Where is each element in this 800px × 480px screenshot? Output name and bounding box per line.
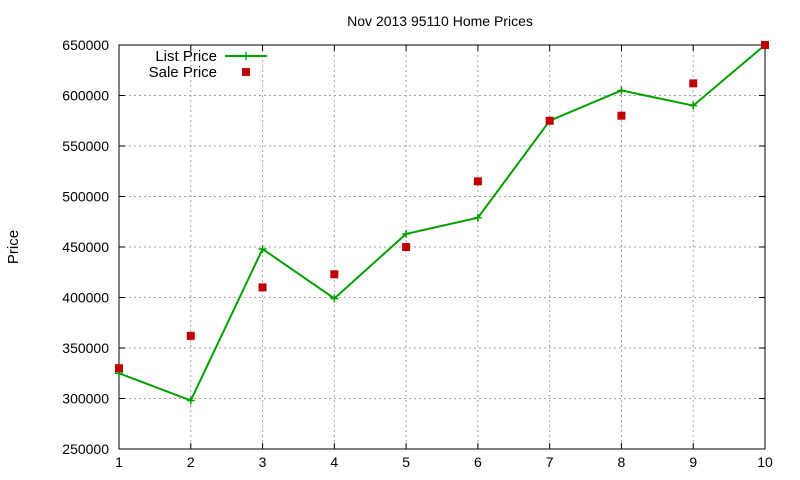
y-tick-label: 400000 bbox=[62, 290, 109, 306]
y-tick-label: 350000 bbox=[62, 340, 109, 356]
legend-label-list-price: List Price bbox=[155, 48, 217, 65]
legend: List Price Sale Price bbox=[149, 48, 267, 81]
tick-marks bbox=[118, 44, 766, 450]
chart-title: Nov 2013 95110 Home Prices bbox=[347, 13, 533, 29]
x-tick-label: 5 bbox=[402, 454, 410, 470]
list-price-point bbox=[689, 101, 698, 110]
list-price-point bbox=[258, 245, 267, 254]
sale-price-point bbox=[402, 243, 411, 251]
y-tick-label: 600000 bbox=[62, 88, 109, 104]
sale-price-point bbox=[761, 41, 769, 49]
x-tick-label: 10 bbox=[757, 454, 773, 470]
sale-price-point bbox=[330, 270, 339, 279]
list-price-point bbox=[186, 396, 195, 405]
y-tick-label: 250000 bbox=[62, 441, 109, 457]
y-tick-label: 500000 bbox=[62, 189, 109, 205]
y-tick-label: 650000 bbox=[62, 37, 109, 53]
grid bbox=[119, 45, 765, 449]
x-tick-label: 1 bbox=[115, 454, 123, 470]
sale-price-point bbox=[186, 331, 195, 340]
x-tick-label: 2 bbox=[187, 454, 195, 470]
legend-label-sale-price: Sale Price bbox=[149, 64, 217, 81]
x-tick-label: 9 bbox=[689, 454, 697, 470]
sale-price-point bbox=[258, 283, 267, 292]
legend-swatch-sale-price bbox=[242, 68, 250, 76]
x-tick-label: 6 bbox=[474, 454, 482, 470]
x-tick-labels: 1 2 3 4 5 6 7 8 9 10 bbox=[115, 454, 773, 470]
sale-price-point bbox=[617, 111, 626, 120]
x-tick-label: 4 bbox=[330, 454, 338, 470]
sale-price-point bbox=[473, 177, 482, 186]
y-tick-label: 300000 bbox=[62, 391, 109, 407]
x-tick-label: 3 bbox=[259, 454, 267, 470]
y-tick-label: 550000 bbox=[62, 138, 109, 154]
list-price-point bbox=[617, 86, 626, 95]
y-tick-label: 450000 bbox=[62, 239, 109, 255]
sale-price-point bbox=[545, 116, 554, 125]
y-tick-labels: 250000 300000 350000 400000 450000 500000 5500… bbox=[62, 37, 109, 457]
list-price-point bbox=[402, 229, 411, 238]
list-price-point bbox=[330, 294, 339, 303]
x-tick-label: 8 bbox=[618, 454, 626, 470]
sale-price-point bbox=[115, 364, 123, 373]
list-price-point bbox=[473, 213, 482, 222]
series bbox=[115, 41, 769, 405]
list-price-line bbox=[118, 44, 766, 402]
sale-price-point bbox=[689, 79, 698, 88]
x-tick-label: 7 bbox=[546, 454, 554, 470]
legend-swatches bbox=[225, 52, 267, 76]
y-axis-label: Price bbox=[5, 230, 22, 264]
